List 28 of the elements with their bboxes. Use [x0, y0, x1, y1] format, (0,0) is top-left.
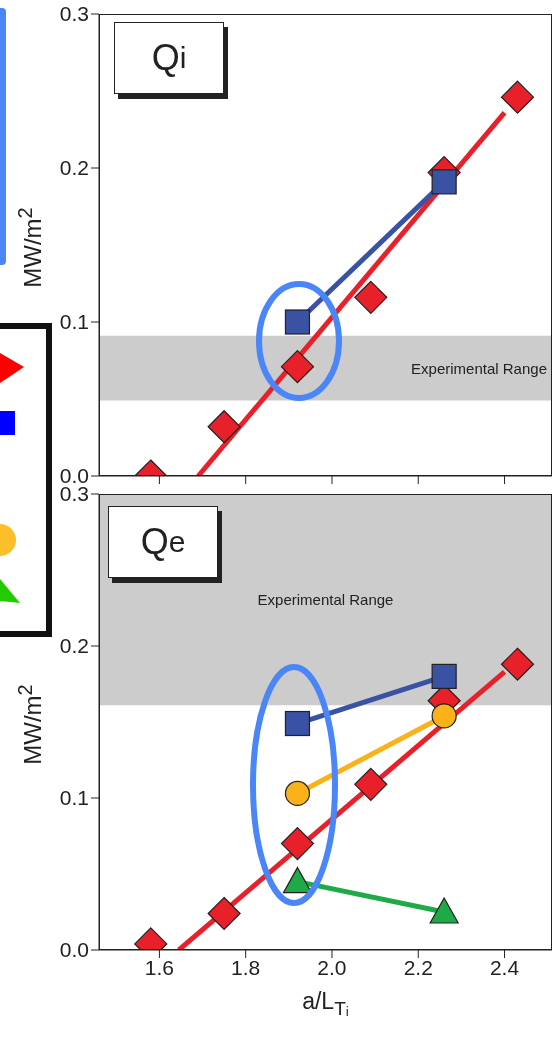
- point: [284, 309, 311, 335]
- y-tick-label: 0.1: [59, 786, 89, 810]
- y-tick-label: 0.0: [59, 938, 89, 962]
- x-axis-title: a/L$_{Tᵢ}$: [301, 988, 350, 1020]
- band-label: Experimental Range: [257, 590, 394, 608]
- point: [280, 350, 315, 384]
- x-tick-label: 2.2: [403, 955, 433, 979]
- y-tick-label: 0.1: [59, 310, 89, 334]
- point: [354, 767, 388, 801]
- point: [431, 169, 457, 195]
- point: [207, 410, 241, 444]
- point: [431, 703, 457, 729]
- y-tick-label: 0.2: [59, 634, 89, 658]
- x-tick-label: 2.4: [489, 955, 520, 979]
- y-tick-label: 0.3: [59, 2, 89, 26]
- point: [500, 647, 535, 681]
- x-tick-label: 2.0: [317, 955, 347, 979]
- x-tick-label: 1.8: [231, 955, 261, 979]
- x-tick-label: 1.6: [144, 955, 174, 979]
- point: [284, 710, 311, 737]
- y-tick-label: 0.2: [59, 156, 89, 180]
- point: [500, 80, 535, 114]
- point: [280, 827, 315, 861]
- point: [431, 663, 457, 689]
- point: [207, 896, 241, 931]
- band-label: Experimental Range: [411, 359, 547, 377]
- point: [284, 780, 311, 807]
- point: [354, 280, 388, 314]
